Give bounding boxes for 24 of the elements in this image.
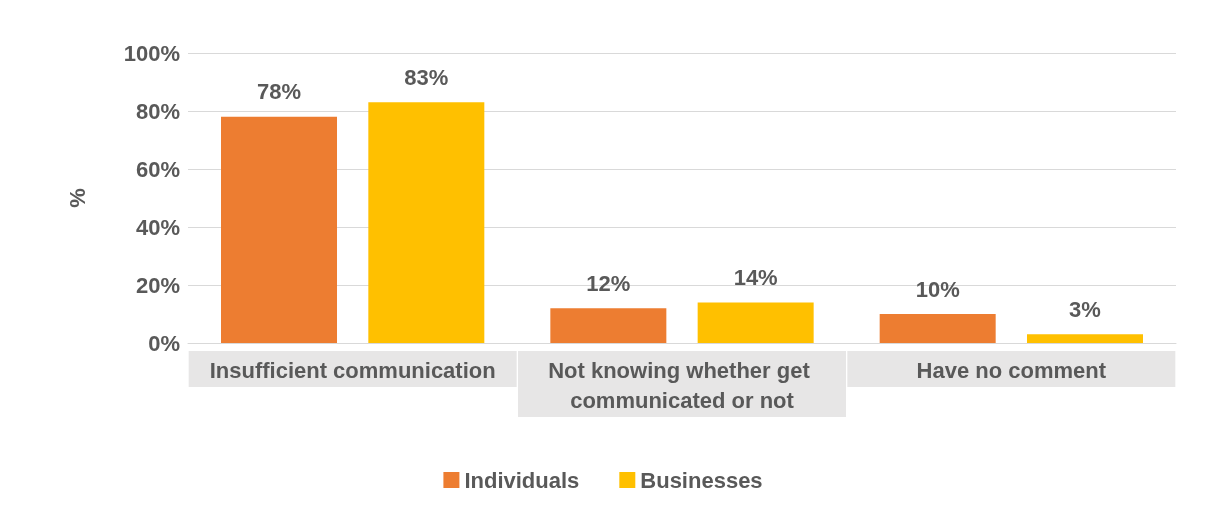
legend-label: Individuals xyxy=(464,467,580,493)
y-tick-label: 40% xyxy=(135,214,180,240)
data-label: 12% xyxy=(586,270,631,296)
bar xyxy=(879,314,996,343)
y-axis-title: % xyxy=(64,188,90,208)
y-tick-label: 20% xyxy=(135,272,180,298)
y-tick-label: 60% xyxy=(135,156,180,182)
bar xyxy=(1026,334,1143,343)
data-label: 14% xyxy=(733,264,778,290)
y-tick-label: 100% xyxy=(123,40,180,66)
y-tick-label: 0% xyxy=(148,330,180,356)
bar xyxy=(368,102,485,343)
y-tick-label: 80% xyxy=(135,98,180,124)
bar xyxy=(221,116,338,343)
legend-label: Businesses xyxy=(640,467,763,493)
x-tick-label: Not knowing whether get communicated or not xyxy=(548,357,816,413)
data-label: 10% xyxy=(915,276,960,302)
data-label: 83% xyxy=(404,64,449,90)
x-tick-label: Insufficient communication xyxy=(209,357,496,383)
data-label: 78% xyxy=(256,79,302,105)
data-label: 3% xyxy=(1069,296,1101,322)
bar xyxy=(550,308,667,343)
x-tick-label: Have no comment xyxy=(916,357,1107,383)
bar xyxy=(697,302,814,343)
